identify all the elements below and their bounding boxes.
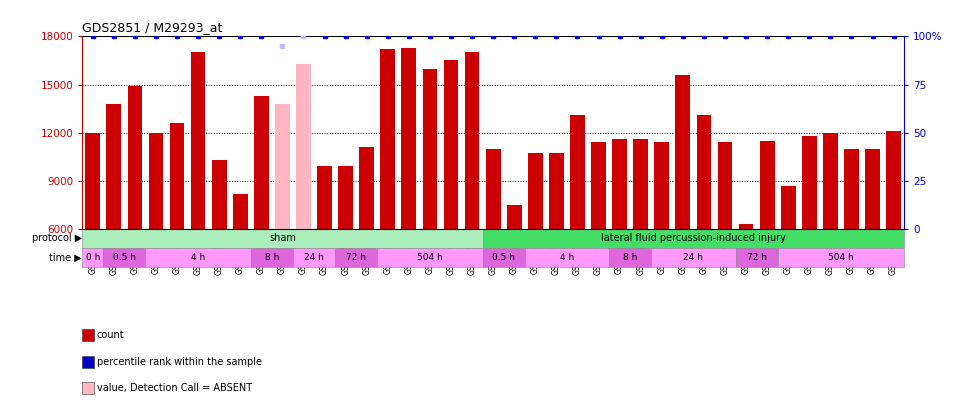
Bar bbox=[149, 133, 163, 229]
Bar bbox=[360, 147, 374, 229]
Bar bbox=[423, 68, 437, 229]
Bar bbox=[293, 248, 336, 267]
Bar bbox=[571, 115, 585, 229]
Bar bbox=[145, 248, 250, 267]
Text: 24 h: 24 h bbox=[684, 253, 703, 262]
Bar bbox=[777, 248, 904, 267]
Bar bbox=[844, 149, 859, 229]
Bar bbox=[296, 64, 310, 229]
Bar bbox=[633, 139, 648, 229]
Bar bbox=[338, 166, 353, 229]
Text: 4 h: 4 h bbox=[560, 253, 574, 262]
Bar bbox=[718, 142, 732, 229]
Bar bbox=[549, 153, 564, 229]
Text: percentile rank within the sample: percentile rank within the sample bbox=[97, 357, 262, 367]
Bar bbox=[739, 224, 753, 229]
Bar bbox=[82, 229, 483, 248]
Bar bbox=[169, 123, 185, 229]
Bar bbox=[250, 248, 293, 267]
Text: 504 h: 504 h bbox=[828, 253, 854, 262]
Text: lateral fluid percussion-induced injury: lateral fluid percussion-induced injury bbox=[601, 233, 786, 243]
Bar bbox=[485, 149, 501, 229]
Bar bbox=[609, 248, 651, 267]
Text: 8 h: 8 h bbox=[623, 253, 637, 262]
Text: value, Detection Call = ABSENT: value, Detection Call = ABSENT bbox=[97, 383, 251, 393]
Bar bbox=[85, 133, 101, 229]
Bar bbox=[254, 96, 269, 229]
Bar bbox=[190, 53, 206, 229]
Bar bbox=[377, 248, 483, 267]
Bar bbox=[696, 115, 712, 229]
Bar bbox=[103, 248, 145, 267]
Bar bbox=[465, 53, 480, 229]
Text: 4 h: 4 h bbox=[191, 253, 205, 262]
Text: count: count bbox=[97, 330, 125, 340]
Bar bbox=[781, 185, 796, 229]
Text: GDS2851 / M29293_at: GDS2851 / M29293_at bbox=[82, 21, 222, 34]
Bar bbox=[275, 104, 290, 229]
Text: protocol ▶: protocol ▶ bbox=[32, 233, 82, 243]
Bar bbox=[736, 248, 777, 267]
Bar bbox=[591, 142, 606, 229]
Bar bbox=[612, 139, 627, 229]
Bar bbox=[233, 194, 248, 229]
Bar bbox=[336, 248, 377, 267]
Text: 0.5 h: 0.5 h bbox=[492, 253, 515, 262]
Text: sham: sham bbox=[269, 233, 296, 243]
Bar bbox=[483, 248, 525, 267]
Bar bbox=[507, 205, 521, 229]
Bar bbox=[528, 153, 542, 229]
Bar bbox=[212, 160, 226, 229]
Bar bbox=[444, 60, 458, 229]
Text: 8 h: 8 h bbox=[265, 253, 279, 262]
Text: 24 h: 24 h bbox=[304, 253, 324, 262]
Bar bbox=[823, 133, 837, 229]
Bar bbox=[82, 248, 103, 267]
Bar bbox=[760, 141, 775, 229]
Bar bbox=[886, 131, 901, 229]
Text: 504 h: 504 h bbox=[417, 253, 443, 262]
Bar bbox=[802, 136, 817, 229]
Bar bbox=[525, 248, 609, 267]
Bar bbox=[676, 75, 690, 229]
Text: time ▶: time ▶ bbox=[49, 253, 82, 263]
Text: 0 h: 0 h bbox=[85, 253, 100, 262]
Bar bbox=[128, 86, 142, 229]
Bar bbox=[865, 149, 880, 229]
Bar bbox=[317, 166, 332, 229]
Text: 0.5 h: 0.5 h bbox=[113, 253, 135, 262]
Bar bbox=[483, 229, 904, 248]
Bar bbox=[651, 248, 736, 267]
Bar bbox=[401, 48, 416, 229]
Text: 72 h: 72 h bbox=[747, 253, 767, 262]
Bar bbox=[380, 49, 396, 229]
Bar bbox=[655, 142, 669, 229]
Bar bbox=[106, 104, 121, 229]
Text: 72 h: 72 h bbox=[346, 253, 366, 262]
